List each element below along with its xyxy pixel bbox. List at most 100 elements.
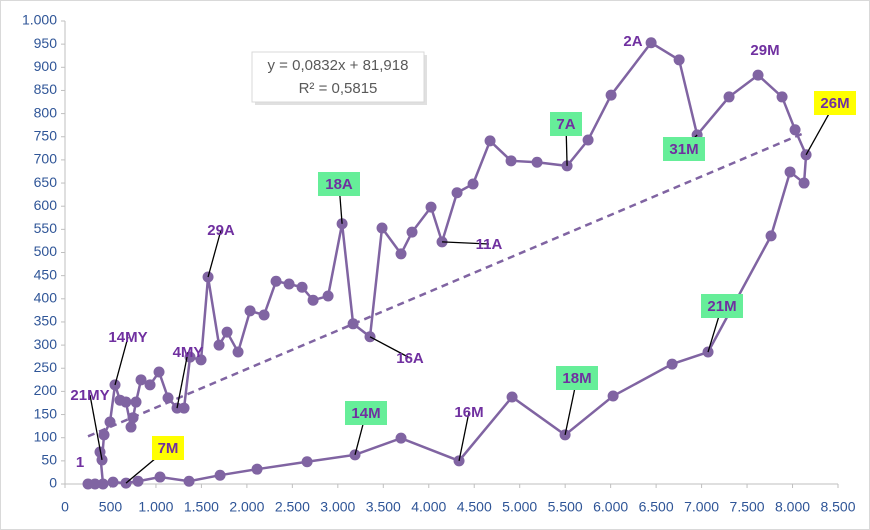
data-point [162,392,174,404]
data-point [605,89,617,101]
data-point [765,230,777,242]
data-point [283,278,295,290]
x-tick-label: 6.000 [593,499,628,515]
data-point [607,390,619,402]
leader-line [369,336,411,359]
data-point [301,456,313,468]
data-point [153,366,165,378]
data-point [251,463,263,475]
data-point [120,396,132,408]
y-tick-label: 150 [34,405,58,421]
data-point [752,69,764,81]
annotation: 4MY [173,344,204,361]
x-tick-label: 5.000 [502,499,537,515]
x-tick-label: 6.500 [639,499,674,515]
data-point [347,318,359,330]
leader-line [458,411,470,461]
data-point [723,91,735,103]
data-point [258,309,270,321]
data-point [213,339,225,351]
leader-line [176,351,189,409]
data-point [776,91,788,103]
data-point [183,475,195,487]
data-point [214,469,226,481]
data-point [244,305,256,317]
annotation-box [345,401,387,425]
data-point [178,402,190,414]
annotation-box [318,172,360,196]
data-point [132,475,144,487]
x-tick-label: 3.000 [320,499,355,515]
y-tick-label: 600 [34,197,58,213]
trendline-equation: y = 0,0832x + 81,918 [268,57,409,74]
x-tick-label: 7.500 [730,499,765,515]
y-tick-label: 350 [34,313,58,329]
data-point [107,476,119,488]
y-tick-label: 450 [34,266,58,282]
data-point [425,201,437,213]
y-tick-label: 700 [34,151,58,167]
annotation: 14MY [108,329,147,346]
y-tick-label: 500 [34,243,58,259]
annotation: 16M [454,404,483,421]
data-point [395,248,407,260]
data-point [98,429,110,441]
annotation: 29M [750,42,779,59]
x-tick-label: 4.500 [457,499,492,515]
x-tick-label: 0 [61,499,69,515]
trendline [87,131,807,438]
data-point [135,374,147,386]
annotation-box [663,137,705,161]
data-point [531,156,543,168]
data-point [582,134,594,146]
data-point [104,416,116,428]
data-point [673,54,685,66]
leader-line [114,336,129,386]
annotation-box [550,112,582,136]
x-tick-label: 5.500 [548,499,583,515]
annotation: 7A [556,116,575,133]
y-tick-label: 850 [34,81,58,97]
data-point [645,37,657,49]
data-point [451,187,463,199]
data-point [798,177,810,189]
x-tick-label: 500 [99,499,123,515]
y-tick-label: 900 [34,58,58,74]
data-point [89,478,101,490]
x-tick-label: 7.000 [684,499,719,515]
data-point [666,358,678,370]
data-point [506,391,518,403]
x-tick-label: 1.500 [184,499,219,515]
data-point [406,226,418,238]
annotation-box [701,294,743,318]
y-tick-label: 800 [34,104,58,120]
y-tick-label: 200 [34,382,58,398]
data-point [307,294,319,306]
data-point [97,478,109,490]
y-tick-label: 250 [34,359,58,375]
leader-line [89,394,103,461]
annotation-box [814,91,856,115]
annotation-box [152,436,184,460]
leader-line [442,241,490,245]
data-point [221,326,233,338]
annotation: 11A [476,236,503,253]
x-tick-label: 2.500 [275,499,310,515]
y-tick-label: 0 [49,475,57,491]
annotation: 18M [562,370,591,387]
y-tick-label: 300 [34,336,58,352]
annotation: 21MY [70,387,109,404]
y-tick-label: 50 [41,452,57,468]
data-point [296,281,308,293]
x-tick-label: 8.000 [775,499,810,515]
annotation: 26M [820,95,849,112]
data-point [789,124,801,136]
annotation: 2A [623,33,642,50]
trendline-label: y = 0,0832x + 81,918 R² = 0,5815 [251,51,427,105]
y-tick-label: 650 [34,174,58,190]
data-point [125,421,137,433]
annotation: 1 [76,454,84,471]
data-point [484,135,496,147]
annotation: 21M [707,298,736,315]
